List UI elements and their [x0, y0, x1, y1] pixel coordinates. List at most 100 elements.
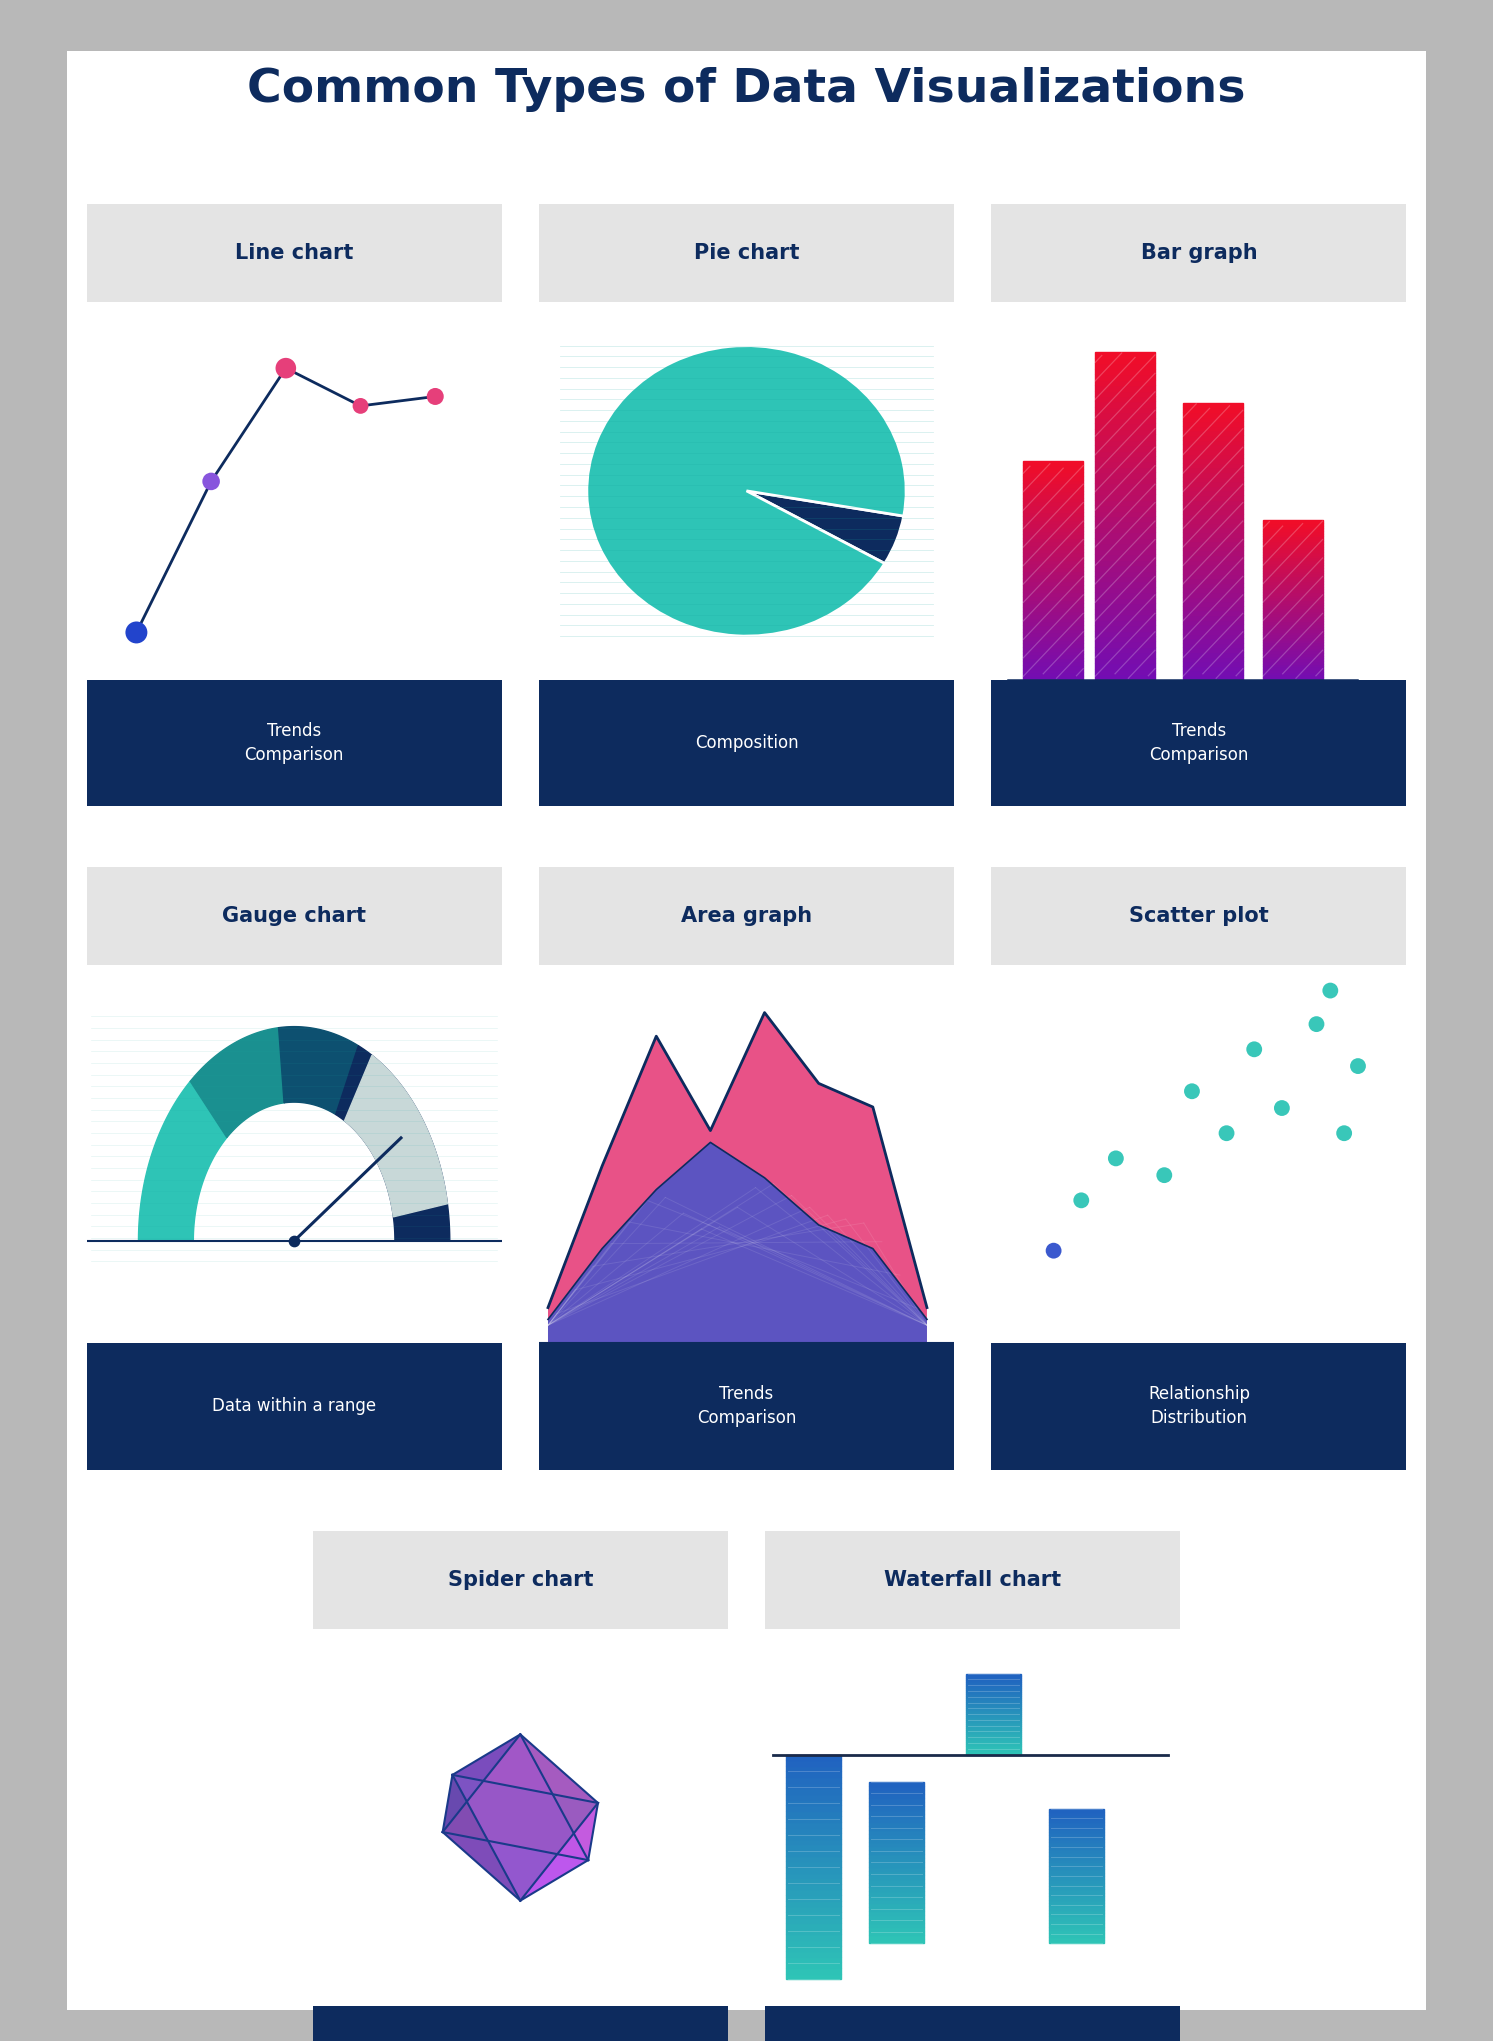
Bar	[785, 1778, 841, 1782]
Bar	[869, 1835, 924, 1839]
Bar	[785, 1755, 841, 1759]
Bar	[1096, 353, 1156, 357]
Bar	[1263, 643, 1323, 645]
Bar	[785, 1906, 841, 1912]
Bar	[1023, 651, 1082, 655]
Bar	[1263, 620, 1323, 625]
Bar	[1048, 1849, 1105, 1853]
Bar	[1023, 484, 1082, 488]
Bar	[1023, 610, 1082, 614]
Bar	[1263, 625, 1323, 627]
Bar	[1263, 602, 1323, 606]
Bar	[1023, 471, 1082, 476]
Text: Pie chart: Pie chart	[694, 243, 799, 263]
Bar	[1096, 674, 1156, 680]
Polygon shape	[442, 1735, 588, 1859]
Bar	[785, 1804, 841, 1810]
Bar	[1048, 1896, 1105, 1900]
Bar	[1263, 637, 1323, 639]
Bar	[1023, 676, 1082, 680]
Bar	[1096, 386, 1156, 390]
Point	[1103, 1143, 1127, 1176]
Bar	[1182, 416, 1242, 420]
Bar	[1048, 1814, 1105, 1819]
Bar	[1048, 1833, 1105, 1835]
Bar	[1263, 529, 1323, 531]
Point	[1305, 1008, 1329, 1041]
Bar	[785, 1884, 841, 1890]
Bar	[1023, 592, 1082, 596]
Bar	[1096, 451, 1156, 455]
Bar	[1023, 665, 1082, 669]
Bar	[1182, 514, 1242, 518]
Point	[1179, 1076, 1203, 1108]
Text: Trends
Comparison: Trends Comparison	[1150, 723, 1248, 763]
Bar	[869, 1819, 924, 1823]
Point	[1332, 1116, 1356, 1149]
Bar	[1096, 406, 1156, 412]
Bar	[1023, 498, 1082, 502]
Bar	[1182, 463, 1242, 467]
Bar	[1023, 600, 1082, 604]
Point	[282, 1225, 306, 1257]
Bar	[1023, 490, 1082, 494]
Bar	[1096, 637, 1156, 641]
Bar	[869, 1902, 924, 1906]
Bar	[1023, 488, 1082, 490]
Bar	[869, 1874, 924, 1878]
Bar	[1182, 518, 1242, 522]
Bar	[785, 1845, 841, 1849]
Bar	[1096, 608, 1156, 614]
Bar	[1048, 1823, 1105, 1825]
Bar	[1263, 639, 1323, 643]
Bar	[869, 1810, 924, 1814]
Bar	[1048, 1916, 1105, 1921]
Bar	[869, 1927, 924, 1931]
Bar	[1048, 1863, 1105, 1865]
Bar	[1182, 486, 1242, 490]
Bar	[1182, 478, 1242, 482]
Bar	[785, 1759, 841, 1765]
Bar	[1263, 522, 1323, 525]
Wedge shape	[608, 490, 885, 637]
Bar	[1182, 412, 1242, 416]
Bar	[1182, 482, 1242, 486]
Bar	[1048, 1855, 1105, 1859]
Bar	[1182, 504, 1242, 508]
Bar	[1263, 557, 1323, 559]
Bar	[1023, 504, 1082, 508]
Bar	[869, 1823, 924, 1827]
Bar	[1096, 478, 1156, 484]
Bar	[1096, 571, 1156, 576]
Bar	[1182, 545, 1242, 551]
Bar	[869, 1886, 924, 1890]
Bar	[1096, 533, 1156, 539]
Bar	[869, 1870, 924, 1874]
Bar	[1182, 574, 1242, 578]
Bar	[1023, 553, 1082, 555]
Bar	[869, 1882, 924, 1886]
Bar	[785, 1929, 841, 1935]
Bar	[1096, 418, 1156, 422]
Text: Data within a range: Data within a range	[212, 1398, 376, 1414]
Bar	[785, 1855, 841, 1861]
Bar	[785, 1951, 841, 1957]
Bar	[785, 1894, 841, 1900]
Bar	[1263, 671, 1323, 674]
Bar	[1048, 1882, 1105, 1886]
Bar	[1048, 1923, 1105, 1927]
Bar	[1096, 369, 1156, 374]
Bar	[1182, 496, 1242, 500]
Bar	[1263, 606, 1323, 608]
Bar	[1096, 555, 1156, 559]
Bar	[1182, 420, 1242, 427]
Bar	[869, 1906, 924, 1910]
Bar	[1023, 669, 1082, 671]
Bar	[1182, 402, 1242, 408]
Bar	[1096, 504, 1156, 510]
Bar	[1263, 618, 1323, 620]
Bar	[1182, 643, 1242, 647]
Bar	[1263, 665, 1323, 669]
Bar	[1023, 643, 1082, 647]
Text: Line chart: Line chart	[234, 243, 354, 263]
